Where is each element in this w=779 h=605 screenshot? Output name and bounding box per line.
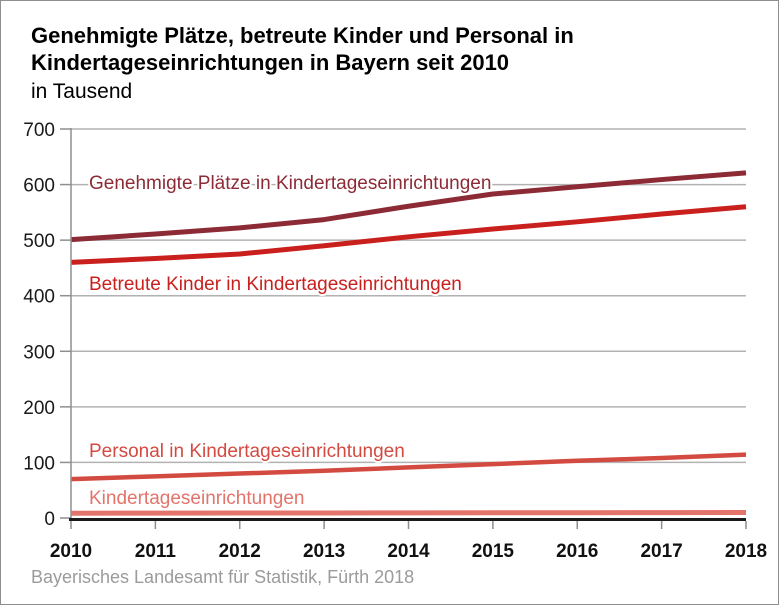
series-line-personal bbox=[70, 452, 747, 482]
y-axis-label: 100 bbox=[23, 453, 55, 474]
y-axis-label: 500 bbox=[23, 231, 55, 252]
chart-title-line1: Genehmigte Plätze, betreute Kinder und P… bbox=[31, 23, 574, 48]
series-label-einrichtungen: Kindertageseinrichtungen bbox=[89, 488, 305, 509]
x-axis-label: 2012 bbox=[219, 541, 261, 562]
chart-title-line2: Kindertageseinrichtungen in Bayern seit … bbox=[31, 50, 510, 75]
chart-header: Genehmigte Plätze, betreute Kinder und P… bbox=[31, 22, 574, 105]
x-axis-label: 2016 bbox=[556, 541, 598, 562]
y-axis-label: 400 bbox=[23, 287, 55, 308]
y-axis-label: 700 bbox=[23, 120, 55, 141]
series-label-genehmigte-plaetze: Genehmigte Plätze in Kindertageseinricht… bbox=[89, 173, 491, 194]
series-line-einrichtungen bbox=[70, 509, 747, 516]
source-attribution: Bayerisches Landesamt für Statistik, Für… bbox=[31, 567, 415, 587]
y-axis-label: 300 bbox=[23, 342, 55, 363]
x-axis-label: 2010 bbox=[50, 541, 92, 562]
x-axis-label: 2014 bbox=[387, 541, 430, 562]
x-axis-label: 2011 bbox=[135, 541, 177, 562]
series-line-betreute-kinder bbox=[70, 204, 747, 265]
chart-subtitle: in Tausend bbox=[31, 80, 133, 103]
x-axis-label: 2015 bbox=[472, 541, 515, 562]
y-axis-label: 600 bbox=[23, 176, 55, 197]
y-axis-label: 0 bbox=[44, 509, 55, 530]
y-axis-label: 200 bbox=[23, 398, 55, 419]
series-line-genehmigte-plaetze bbox=[70, 170, 747, 243]
x-axis-label: 2013 bbox=[303, 541, 345, 562]
series-label-betreute-kinder: Betreute Kinder in Kindertageseinrichtun… bbox=[89, 274, 462, 295]
x-axis-label: 2017 bbox=[640, 541, 682, 562]
series-label-personal: Personal in Kindertageseinrichtungen bbox=[89, 441, 405, 462]
x-axis-label: 2018 bbox=[725, 541, 767, 562]
